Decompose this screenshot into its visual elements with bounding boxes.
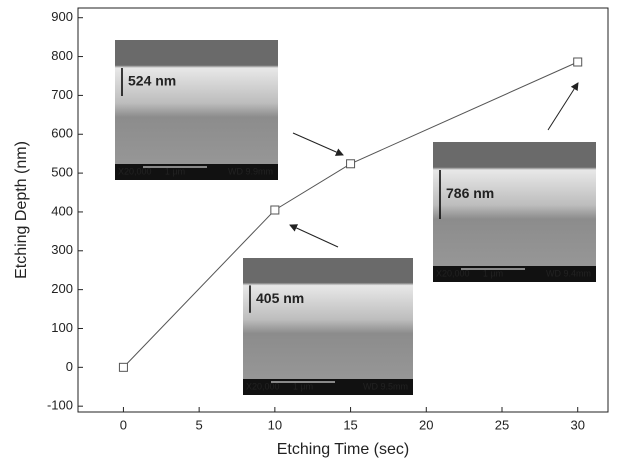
- sem-info-bar: [243, 379, 413, 395]
- arrow: [289, 224, 339, 248]
- series-line: [123, 61, 578, 368]
- working-distance: WD 9.4mm: [546, 268, 591, 278]
- y-tick-label: 100: [51, 320, 73, 335]
- point-marker: [573, 57, 583, 67]
- x-tick-label: 25: [495, 417, 509, 432]
- y-tick-label: 800: [51, 48, 73, 63]
- y-axis-label: Etching Depth (nm): [13, 141, 30, 279]
- depth-label: 786 nm: [446, 185, 494, 201]
- working-distance: WD 9.5mm: [363, 381, 408, 391]
- depth-label: 524 nm: [128, 73, 176, 89]
- x-tick-label: 15: [343, 417, 357, 432]
- x-tick-label: 20: [419, 417, 433, 432]
- arrow: [292, 132, 344, 156]
- sem-image: [115, 40, 278, 180]
- sem-inset: 405 nm X20,000 1 μm WD 9.5mm: [243, 258, 413, 395]
- magnification: X20,000: [118, 166, 152, 176]
- depth-label: 405 nm: [256, 290, 304, 306]
- sem-info-bar: [115, 164, 278, 180]
- y-tick-label: 300: [51, 242, 73, 257]
- plot-frame: [77, 7, 609, 413]
- x-tick-label: 0: [120, 417, 127, 432]
- sem-image: [243, 258, 413, 395]
- y-tick-label: 200: [51, 281, 73, 296]
- y-tick-label: 600: [51, 126, 73, 141]
- sem-inset: 524 nm X20,000 1 μm WD 9.9mm: [115, 40, 278, 180]
- point-marker: [118, 362, 128, 372]
- y-tick-label: 400: [51, 203, 73, 218]
- working-distance: WD 9.9mm: [228, 166, 273, 176]
- sem-image: [433, 142, 596, 282]
- x-tick-label: 10: [268, 417, 282, 432]
- magnification: X20,000: [436, 268, 470, 278]
- scale-label: 1 μm: [165, 166, 185, 176]
- y-tick-label: 0: [66, 359, 73, 374]
- y-tick-label: -100: [47, 398, 73, 413]
- x-tick-label: 30: [570, 417, 584, 432]
- x-axis-label: Etching Time (sec): [277, 441, 409, 458]
- y-tick-label: 500: [51, 165, 73, 180]
- scale-label: 1 μm: [293, 381, 313, 391]
- y-tick-label: 700: [51, 87, 73, 102]
- scale-label: 1 μm: [483, 268, 503, 278]
- point-marker: [346, 159, 356, 169]
- sem-info-bar: [433, 266, 596, 282]
- y-tick-label: 900: [51, 9, 73, 24]
- sem-inset: 786 nm X20,000 1 μm WD 9.4mm: [433, 142, 596, 282]
- point-marker: [270, 205, 280, 215]
- arrow: [547, 82, 579, 131]
- magnification: X20,000: [246, 381, 280, 391]
- x-tick-label: 5: [196, 417, 203, 432]
